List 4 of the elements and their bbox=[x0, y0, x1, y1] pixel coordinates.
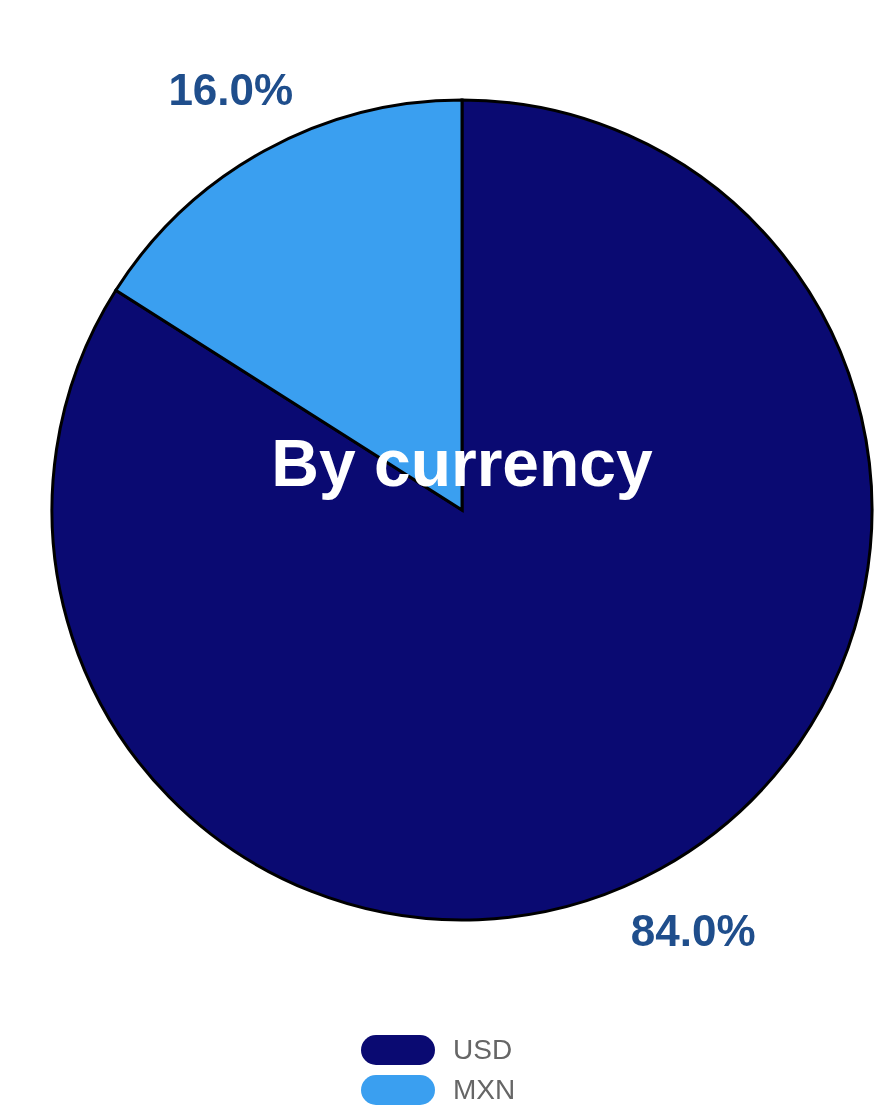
legend-label: MXN bbox=[453, 1074, 516, 1106]
legend-label: USD bbox=[453, 1034, 513, 1066]
data-label: 16.0% bbox=[168, 64, 294, 114]
data-label: 84.0% bbox=[630, 906, 756, 956]
